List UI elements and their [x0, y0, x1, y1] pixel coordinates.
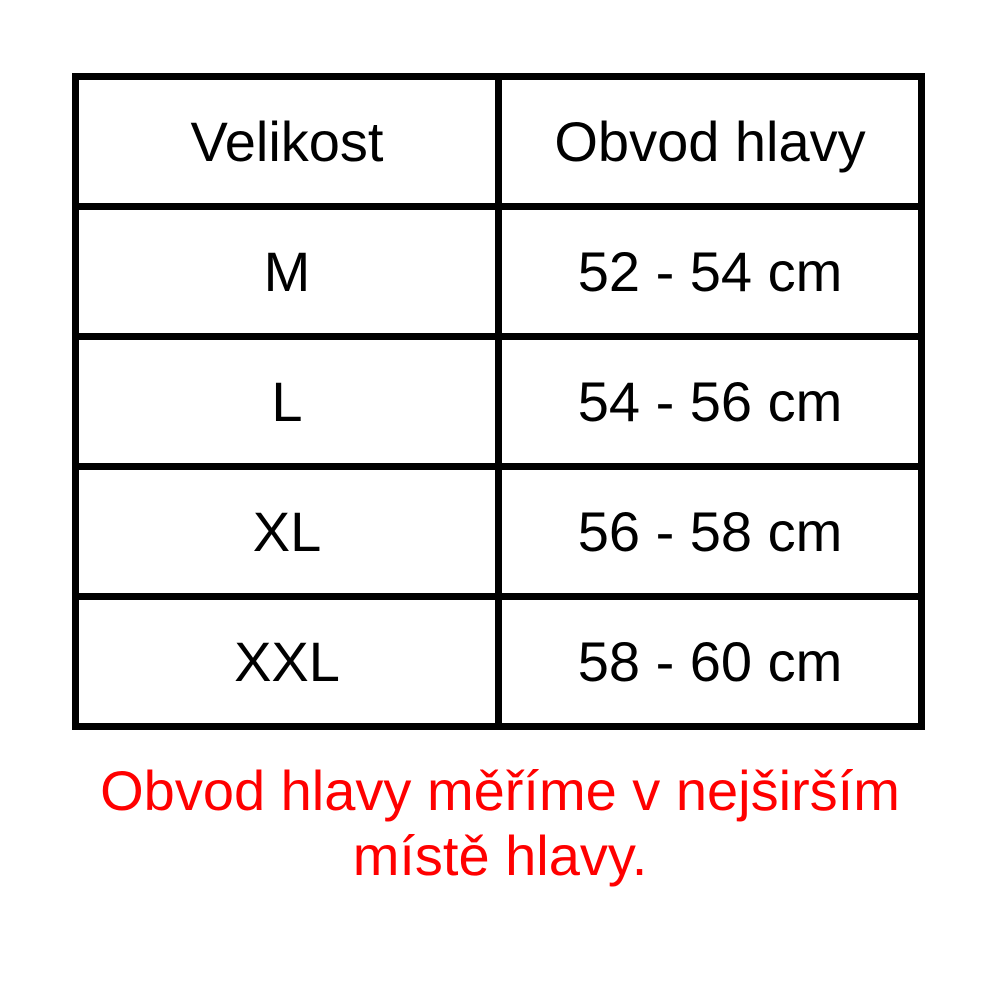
- table-row: XL 56 - 58 cm: [72, 463, 925, 600]
- range-cell: 54 - 56 cm: [495, 333, 925, 470]
- range-cell: 58 - 60 cm: [495, 593, 925, 730]
- size-cell: M: [72, 203, 502, 340]
- measurement-note: Obvod hlavy měříme v nejširším místě hla…: [100, 759, 900, 887]
- table-row: L 54 - 56 cm: [72, 333, 925, 470]
- header-head-circumference: Obvod hlavy: [495, 73, 925, 210]
- table-row: XXL 58 - 60 cm: [72, 593, 925, 730]
- size-cell: XL: [72, 463, 502, 600]
- range-cell: 56 - 58 cm: [495, 463, 925, 600]
- size-cell: L: [72, 333, 502, 470]
- table-row: M 52 - 54 cm: [72, 203, 925, 340]
- header-size: Velikost: [72, 73, 502, 210]
- range-cell: 52 - 54 cm: [495, 203, 925, 340]
- size-table: Velikost Obvod hlavy M 52 - 54 cm L 54 -…: [72, 73, 925, 730]
- table-header-row: Velikost Obvod hlavy: [72, 73, 925, 210]
- size-cell: XXL: [72, 593, 502, 730]
